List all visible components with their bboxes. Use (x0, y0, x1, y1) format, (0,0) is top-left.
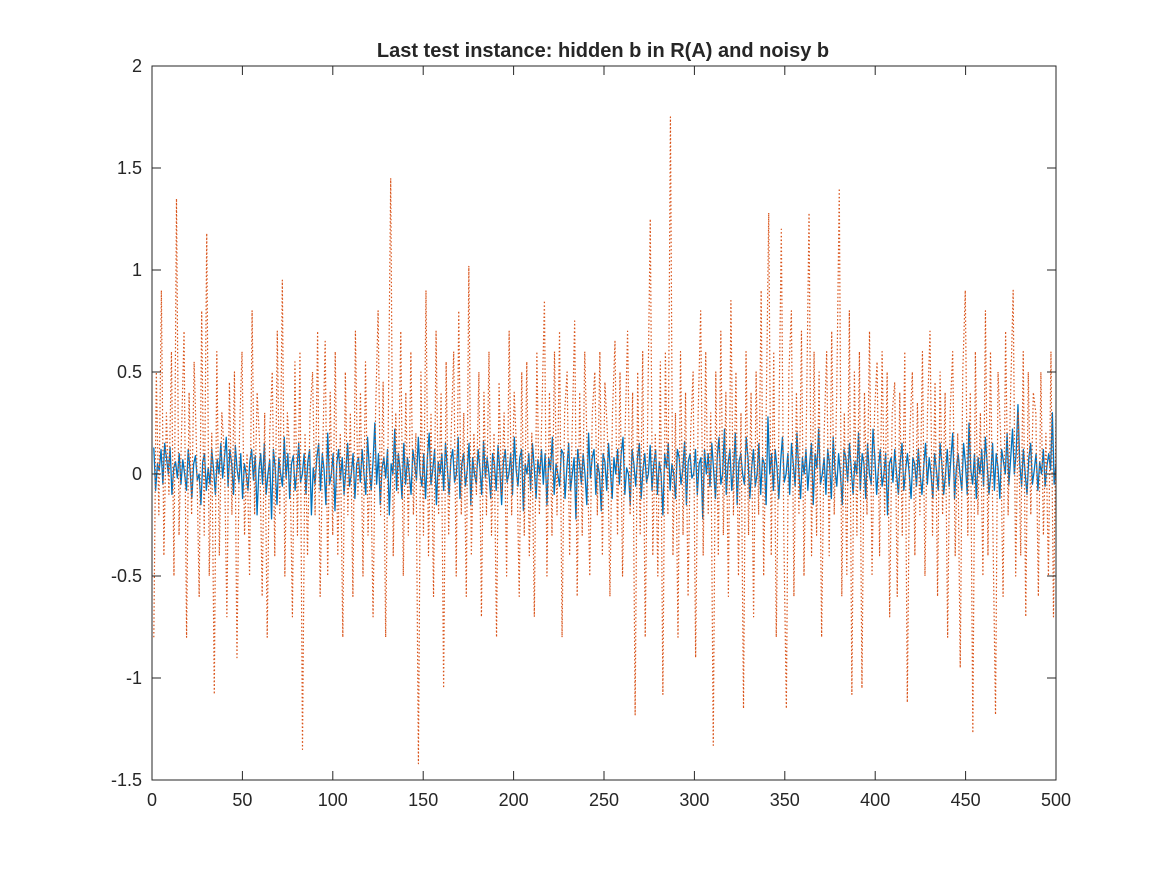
x-tick-label: 400 (860, 790, 890, 810)
series-line-2 (153, 116, 1056, 765)
x-tick-label: 50 (232, 790, 252, 810)
y-tick-label: 0 (132, 464, 142, 484)
ticks-layer: 0 50 100 150 200 250 300 350 400 450 500 -1.5 -1 -0.5… (111, 56, 1071, 810)
y-tick-label: 0.5 (117, 362, 142, 382)
y-tick-label: 1 (132, 260, 142, 280)
x-tick-label: 500 (1041, 790, 1071, 810)
chart-title: Last test instance: hidden b in R(A) and… (377, 40, 829, 62)
x-tick-label: 450 (951, 790, 981, 810)
x-tick-label: 350 (770, 790, 800, 810)
x-tick-label: 300 (679, 790, 709, 810)
x-tick-label: 150 (408, 790, 438, 810)
x-tick-label: 0 (147, 790, 157, 810)
series-line-1 (153, 403, 1056, 520)
series-layer (153, 116, 1056, 765)
x-tick-label: 200 (499, 790, 529, 810)
x-tick-label: 100 (318, 790, 348, 810)
x-tick-label: 250 (589, 790, 619, 810)
y-tick-label: -0.5 (111, 566, 142, 586)
y-tick-label: -1.5 (111, 770, 142, 790)
y-tick-label: 1.5 (117, 158, 142, 178)
y-tick-label: 2 (132, 56, 142, 76)
y-tick-label: -1 (126, 668, 142, 688)
